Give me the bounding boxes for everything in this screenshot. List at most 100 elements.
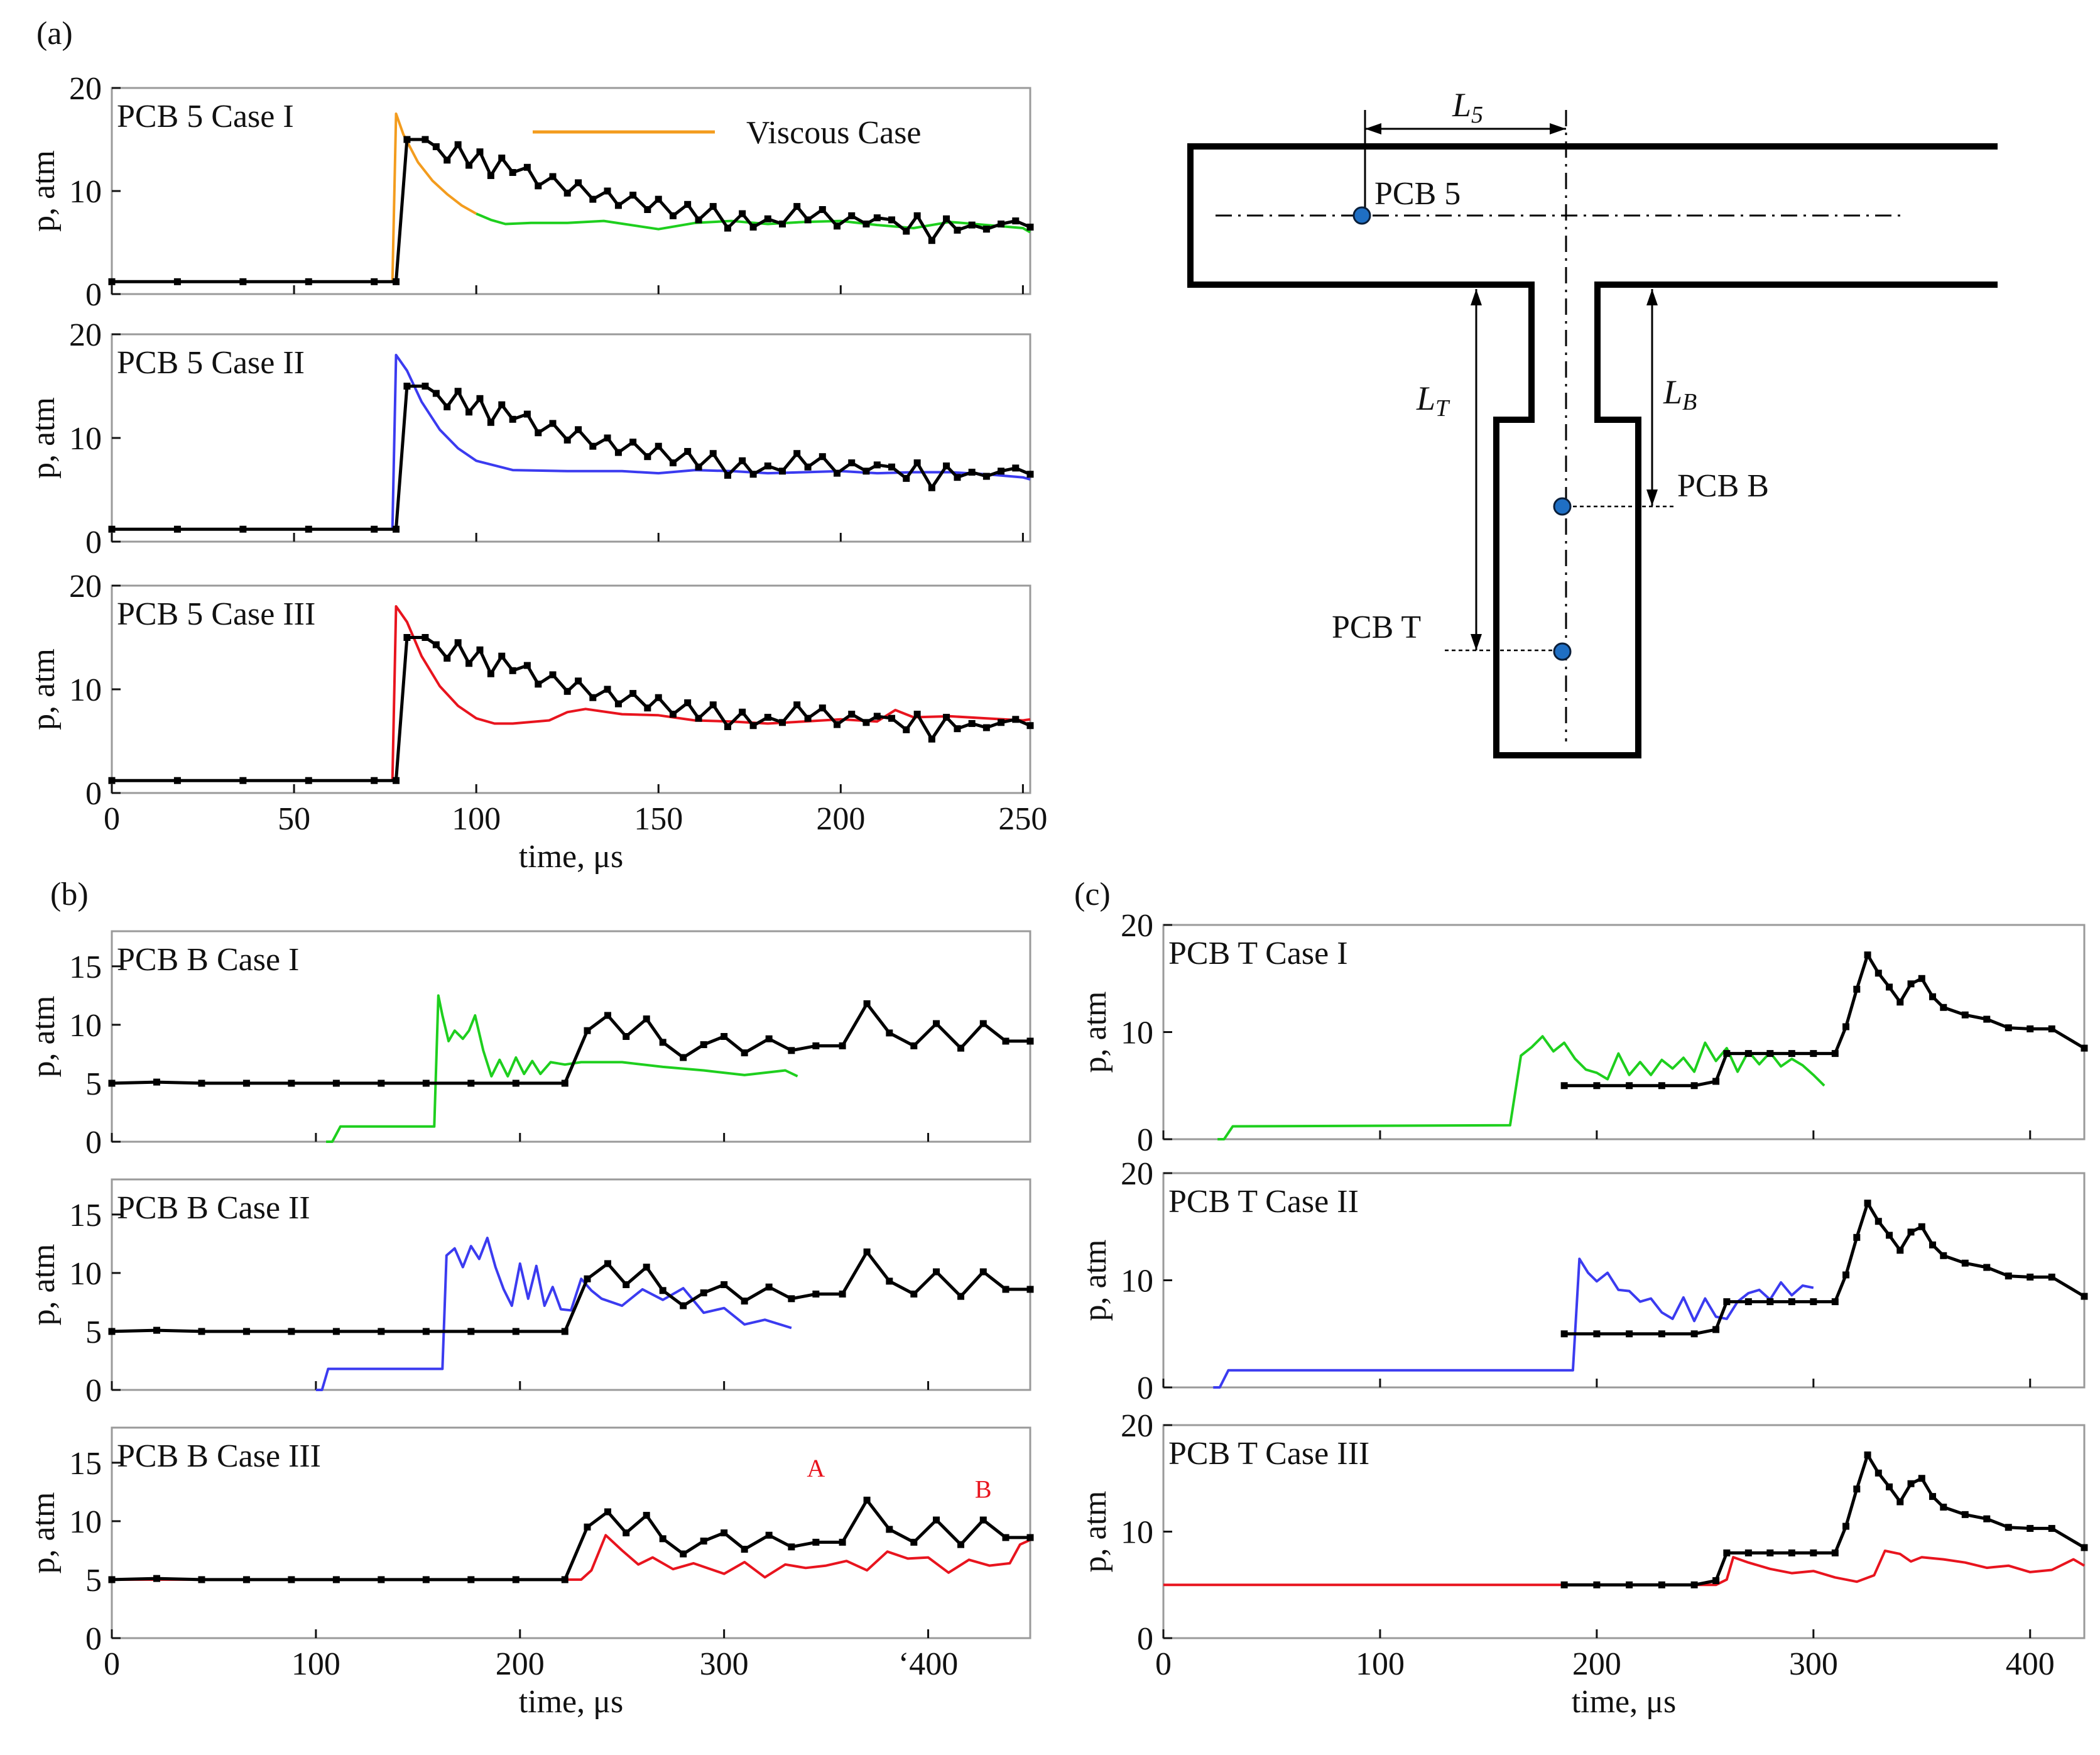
data-point bbox=[1929, 993, 1937, 1000]
y-tick-label: 0 bbox=[85, 277, 102, 313]
data-point bbox=[957, 1044, 965, 1052]
data-point bbox=[812, 1042, 820, 1049]
data-point bbox=[680, 1054, 687, 1061]
plot-title: PCB 5 Case II bbox=[117, 345, 305, 381]
data-point bbox=[982, 473, 990, 480]
data-point bbox=[933, 1020, 940, 1027]
y-tick-label: 10 bbox=[1121, 1515, 1153, 1551]
data-point bbox=[724, 224, 731, 232]
data-point bbox=[928, 237, 935, 244]
data-point bbox=[1918, 975, 1925, 982]
data-point bbox=[788, 1543, 795, 1551]
data-point bbox=[788, 1047, 795, 1054]
data-point bbox=[700, 1289, 707, 1297]
y-tick-label: 0 bbox=[85, 776, 102, 812]
data-point bbox=[741, 1546, 748, 1553]
y-tick-label: 20 bbox=[1121, 908, 1153, 944]
data-point bbox=[695, 714, 702, 722]
x-tick-label: 400 bbox=[2006, 1646, 2055, 1682]
data-point bbox=[700, 1538, 707, 1545]
data-point bbox=[549, 420, 557, 427]
data-point bbox=[943, 462, 950, 470]
series-line-simulation-case-ii bbox=[312, 354, 1031, 531]
data-point bbox=[659, 1535, 666, 1543]
data-point bbox=[629, 690, 637, 697]
pcb-b-sensor bbox=[1553, 497, 1572, 516]
data-point bbox=[659, 1287, 666, 1294]
data-point bbox=[1853, 1485, 1861, 1493]
data-point bbox=[512, 1328, 520, 1335]
data-point bbox=[1723, 1298, 1731, 1306]
data-point bbox=[198, 1080, 205, 1087]
y-tick-label: 20 bbox=[69, 569, 102, 604]
data-point bbox=[643, 1264, 650, 1271]
data-point bbox=[788, 1295, 795, 1303]
data-point bbox=[1712, 1078, 1720, 1085]
data-point bbox=[509, 667, 516, 674]
y-tick-label: 10 bbox=[69, 174, 102, 210]
data-point bbox=[721, 1529, 728, 1536]
x-tick-label: 0 bbox=[104, 801, 120, 837]
data-point bbox=[575, 677, 582, 685]
data-point bbox=[998, 467, 1005, 475]
data-point bbox=[764, 215, 771, 222]
data-point bbox=[1864, 951, 1871, 959]
y-tick-label: 0 bbox=[1137, 1370, 1153, 1406]
data-point bbox=[1918, 1475, 1925, 1482]
data-point bbox=[862, 719, 870, 726]
data-point bbox=[498, 401, 506, 408]
data-point bbox=[1874, 1469, 1882, 1477]
series-line-simulation-case-iii bbox=[112, 1534, 1031, 1581]
data-point bbox=[509, 168, 516, 176]
data-point bbox=[1918, 1223, 1925, 1230]
data-point bbox=[332, 1080, 340, 1087]
data-point bbox=[863, 1496, 871, 1504]
data-point bbox=[371, 278, 378, 285]
data-point bbox=[709, 203, 717, 210]
data-point bbox=[239, 278, 247, 285]
series-line-experiment bbox=[111, 1002, 1030, 1085]
y-axis-label: p, atm bbox=[1077, 1491, 1113, 1573]
data-point bbox=[2027, 1273, 2034, 1281]
data-point bbox=[724, 723, 731, 730]
data-point bbox=[623, 1033, 630, 1040]
data-point bbox=[655, 442, 662, 450]
data-point bbox=[2005, 1024, 2012, 1032]
data-point bbox=[684, 447, 692, 455]
y-axis-label: p, atm bbox=[26, 397, 62, 479]
series-line-simulation-case-iii bbox=[1163, 1550, 2086, 1587]
chart-c1: 0 10 20 p, atm PCB T Case I bbox=[1077, 908, 2088, 1158]
data-point bbox=[812, 1290, 820, 1298]
data-point bbox=[680, 1302, 687, 1309]
data-point bbox=[749, 471, 757, 478]
lt-label: LT bbox=[1416, 380, 1450, 422]
y-tick-label: 10 bbox=[69, 421, 102, 457]
data-point bbox=[487, 172, 494, 179]
data-point bbox=[1690, 1082, 1698, 1090]
data-point bbox=[1593, 1581, 1601, 1588]
data-point bbox=[561, 1576, 569, 1583]
data-point bbox=[422, 1080, 430, 1087]
data-point bbox=[108, 278, 116, 285]
data-point bbox=[709, 701, 717, 709]
y-axis-label: p, atm bbox=[26, 996, 62, 1078]
data-point bbox=[886, 1526, 893, 1533]
data-point bbox=[862, 467, 870, 475]
data-point bbox=[332, 1328, 340, 1335]
data-point bbox=[848, 459, 856, 467]
data-point bbox=[563, 189, 571, 197]
data-point bbox=[1788, 1298, 1795, 1306]
data-point bbox=[614, 449, 622, 456]
data-point bbox=[467, 1080, 475, 1087]
y-tick-label: 20 bbox=[1121, 1156, 1153, 1192]
data-point bbox=[669, 212, 677, 219]
data-point bbox=[848, 711, 856, 718]
data-point bbox=[604, 434, 611, 442]
data-point bbox=[604, 1508, 611, 1516]
data-point bbox=[943, 714, 950, 721]
data-point bbox=[393, 777, 400, 784]
y-tick-label: 5 bbox=[85, 1315, 102, 1350]
data-point bbox=[173, 278, 181, 285]
data-point bbox=[643, 1512, 650, 1519]
series-line-experiment bbox=[1564, 953, 2086, 1088]
